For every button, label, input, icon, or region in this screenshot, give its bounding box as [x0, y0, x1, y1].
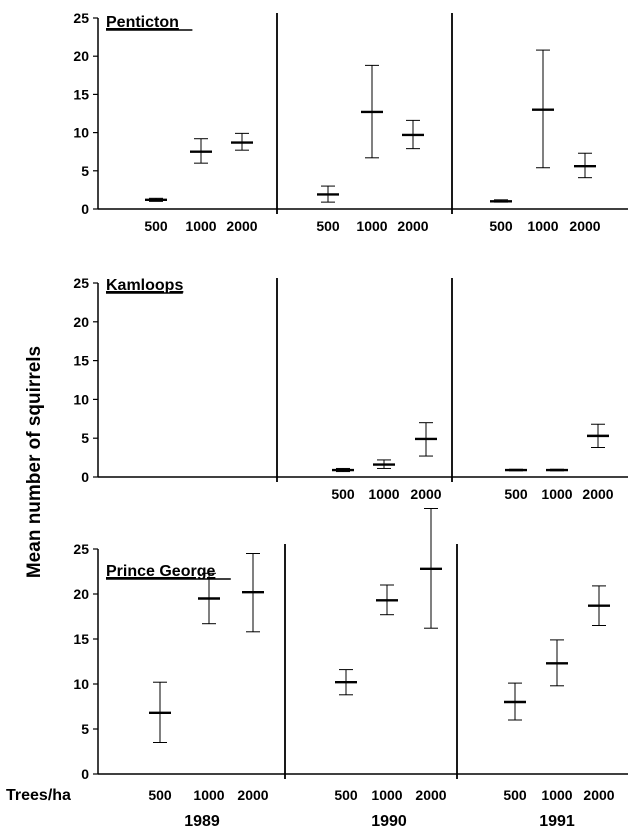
x-tick-label: 2000	[569, 218, 600, 234]
y-tick-label: 5	[81, 721, 89, 737]
y-tick-label: 0	[81, 201, 89, 217]
x-tick-label: 500	[504, 486, 528, 502]
x-tick-label: 2000	[583, 787, 614, 803]
x-tick-label: 1000	[527, 218, 558, 234]
y-tick-label: 25	[73, 10, 89, 26]
year-label: 1990	[371, 813, 407, 830]
x-tick-label: 500	[503, 787, 527, 803]
y-tick-label: 25	[73, 275, 89, 291]
x-tick-label: 2000	[237, 787, 268, 803]
x-tick-label: 1000	[193, 787, 224, 803]
x-tick-label: 2000	[397, 218, 428, 234]
y-tick-label: 10	[73, 676, 89, 692]
y-axis-label: Mean number of squirrels	[24, 346, 45, 578]
x-tick-label: 1000	[371, 787, 402, 803]
y-tick-label: 0	[81, 766, 89, 782]
x-tick-label: 1000	[185, 218, 216, 234]
y-tick-label: 10	[73, 125, 89, 141]
x-tick-label: 500	[316, 218, 340, 234]
x-tick-label: 1000	[356, 218, 387, 234]
y-tick-label: 20	[73, 586, 89, 602]
y-tick-label: 20	[73, 48, 89, 64]
x-tick-label: 500	[148, 787, 172, 803]
panel-prince-george: 0 5 10 15 20 25 Prince George 500 1000 2000 500 100…	[73, 508, 628, 803]
x-tick-label: 500	[144, 218, 168, 234]
y-tick-label: 5	[81, 163, 89, 179]
x-tick-label: 2000	[410, 486, 441, 502]
panel-title: Kamloops	[106, 277, 183, 294]
y-tick-label: 15	[73, 631, 89, 647]
panel-penticton: 0 5 10 15 20 25 Penticton 500 1000 2000 500 1000 200…	[73, 10, 628, 234]
x-tick-label: 1000	[541, 486, 572, 502]
panel-title: Prince George	[106, 563, 215, 580]
x-axis-label: Trees/ha	[6, 787, 71, 804]
x-tick-label: 500	[334, 787, 358, 803]
y-tick-label: 10	[73, 391, 89, 407]
x-tick-label: 2000	[226, 218, 257, 234]
x-tick-label: 2000	[582, 486, 613, 502]
x-tick-label: 1000	[541, 787, 572, 803]
x-tick-label: 2000	[415, 787, 446, 803]
panel-kamloops: 0 5 10 15 20 25 Kamloops 500 1000 2000 500 1000 2000	[73, 275, 628, 502]
year-label: 1991	[539, 813, 575, 830]
y-tick-label: 15	[73, 353, 89, 369]
y-tick-label: 0	[81, 469, 89, 485]
y-tick-label: 5	[81, 430, 89, 446]
y-tick-label: 25	[73, 541, 89, 557]
x-tick-label: 500	[331, 486, 355, 502]
x-tick-label: 1000	[368, 486, 399, 502]
year-label: 1989	[184, 813, 220, 830]
x-tick-label: 500	[489, 218, 513, 234]
y-tick-label: 20	[73, 314, 89, 330]
y-tick-label: 15	[73, 86, 89, 102]
panel-title: Penticton	[106, 14, 179, 31]
